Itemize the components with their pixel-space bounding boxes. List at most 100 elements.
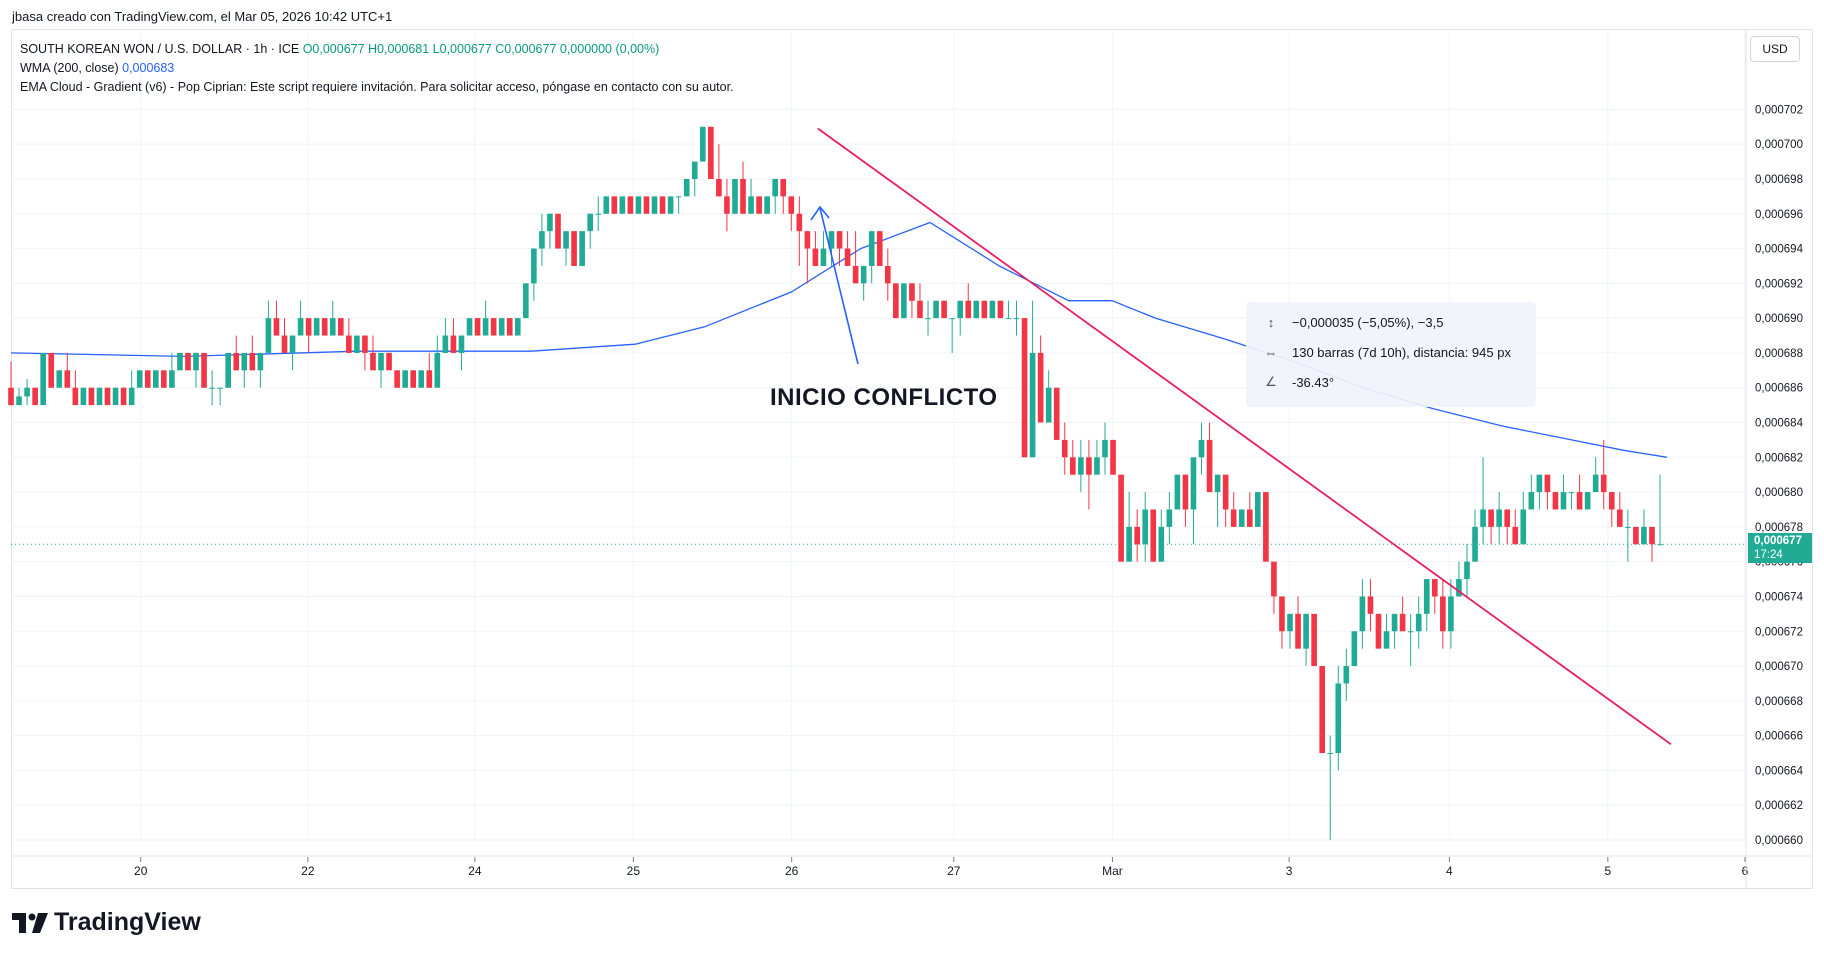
candle-body — [611, 196, 618, 214]
candle-body — [32, 387, 38, 406]
candle-body — [820, 248, 827, 266]
candle-body — [1005, 318, 1012, 320]
candle-body — [8, 387, 14, 406]
candle-body — [643, 196, 650, 214]
candle — [852, 231, 859, 284]
candle — [828, 231, 835, 266]
legend-wma-row[interactable]: WMA (200, close) 0,000683 — [20, 59, 734, 78]
candle-body — [346, 335, 352, 353]
y-tick-label: 0,000684 — [1755, 418, 1804, 430]
measure-angle-text: -36.43° — [1292, 374, 1335, 390]
candle-body — [410, 370, 417, 388]
candle — [667, 196, 674, 214]
candle — [1166, 492, 1173, 545]
wma-value: 0,000683 — [122, 61, 175, 75]
tradingview-logo-icon — [12, 912, 48, 933]
x-tick-label: 6 — [1742, 864, 1749, 878]
angle-icon: ∠ — [1265, 374, 1277, 389]
candle — [1319, 666, 1325, 754]
candle — [949, 318, 955, 353]
candle-body — [1343, 666, 1350, 684]
candle — [434, 335, 441, 388]
tradingview-logo[interactable]: TradingView — [12, 908, 201, 937]
candle — [201, 352, 207, 388]
candle-body — [514, 318, 521, 336]
x-tick-label: 27 — [947, 864, 961, 878]
candle — [603, 196, 610, 214]
candle — [1263, 492, 1269, 562]
chart-frame[interactable] — [11, 29, 1813, 889]
candle — [1198, 422, 1205, 475]
candle — [1013, 300, 1020, 336]
candle — [1528, 474, 1535, 510]
candle — [80, 387, 87, 406]
candle — [321, 318, 328, 336]
candle — [1616, 492, 1623, 527]
candle-body — [796, 213, 803, 232]
candle-body — [161, 370, 167, 388]
candle — [788, 196, 795, 232]
candle-body — [1335, 683, 1342, 754]
candle-body — [1496, 509, 1502, 527]
legend-ema-row[interactable]: EMA Cloud - Gradient (v6) - Pop Ciprian:… — [20, 80, 734, 94]
candle — [120, 387, 127, 406]
candle-body — [828, 231, 835, 249]
candle — [193, 352, 199, 388]
candle-body — [603, 196, 610, 214]
candle — [1625, 509, 1631, 562]
candle-body — [48, 352, 55, 388]
candle-body — [965, 300, 972, 319]
candle — [1150, 509, 1157, 562]
candle — [289, 335, 296, 371]
candle — [506, 318, 513, 336]
candle — [225, 352, 232, 388]
candle-body — [619, 196, 626, 214]
candle-body — [925, 318, 931, 320]
candle — [273, 300, 280, 336]
candle — [482, 300, 489, 336]
candle-body — [1568, 492, 1575, 494]
candle-body — [716, 178, 722, 197]
candle — [724, 178, 730, 232]
measure-angle-row: ∠ -36.43° — [1260, 372, 1334, 392]
candle-body — [933, 300, 939, 319]
measure-price-row: ↕ −0,000035 (−5,05%), −3,5 — [1260, 312, 1444, 332]
candle — [1190, 457, 1197, 545]
candle — [587, 213, 593, 249]
candle — [708, 126, 714, 179]
candle — [1279, 596, 1285, 649]
candle — [917, 283, 923, 319]
candle-body — [748, 196, 754, 214]
candle — [772, 178, 779, 214]
candle-body — [579, 231, 585, 266]
measure-bars-text: 130 barras (7d 10h), distancia: 945 px — [1292, 344, 1511, 360]
chart-legend: SOUTH KOREAN WON / U.S. DOLLAR · 1h · IC… — [20, 40, 734, 97]
symbol-name[interactable]: SOUTH KOREAN WON / U.S. DOLLAR · 1h · IC… — [20, 42, 300, 56]
candle — [1118, 474, 1124, 562]
candle-body — [1230, 509, 1237, 527]
candle-body — [523, 283, 529, 319]
candle — [740, 161, 746, 214]
currency-button[interactable]: USD — [1750, 36, 1800, 62]
candle — [1102, 422, 1108, 475]
candle — [161, 370, 167, 388]
candle — [1480, 457, 1486, 545]
candle — [820, 231, 827, 266]
candle — [844, 231, 851, 266]
candle — [177, 352, 183, 371]
candle — [450, 318, 457, 353]
candle — [1078, 439, 1084, 493]
candle-body — [1448, 596, 1454, 632]
candle-body — [1214, 474, 1221, 493]
candle-body — [1544, 474, 1551, 493]
candle-body — [1094, 457, 1100, 475]
x-tick-label: 3 — [1286, 864, 1293, 878]
candle — [748, 178, 754, 214]
candle — [386, 352, 392, 371]
annotation-label[interactable]: INICIO CONFLICTO — [770, 384, 998, 411]
candle-body — [957, 300, 964, 319]
x-tick-label: 25 — [627, 864, 641, 878]
candle-body — [498, 318, 505, 336]
candle — [169, 352, 175, 388]
